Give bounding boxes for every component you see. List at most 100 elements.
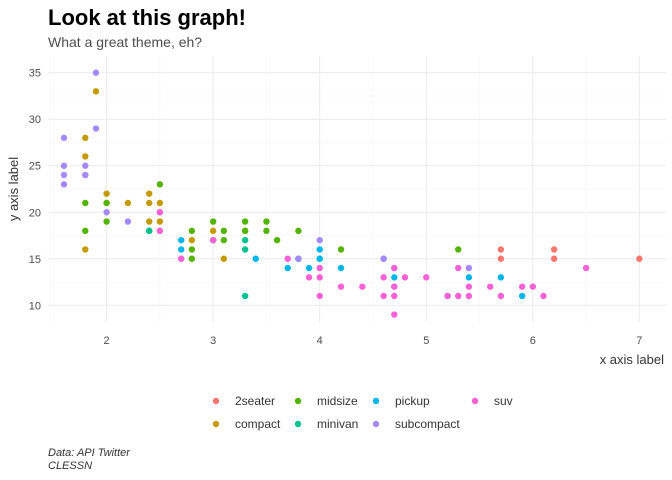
- legend-label-pickup: pickup: [395, 394, 430, 408]
- point-suv: [582, 264, 590, 272]
- point-compact: [156, 199, 164, 207]
- point-midsize: [295, 227, 302, 235]
- x-axis-label: x axis label: [600, 352, 664, 367]
- point-compact: [82, 246, 89, 253]
- chart-title: Look at this graph!: [48, 5, 246, 30]
- y-tick-labels: 10 15 20 25 30 35: [29, 68, 41, 313]
- point-subcompact: [92, 125, 100, 132]
- point-subcompact: [60, 181, 68, 188]
- point-pickup: [284, 264, 291, 272]
- point-suv: [518, 283, 526, 290]
- point-suv: [391, 292, 398, 300]
- point-midsize: [455, 246, 462, 253]
- point-suv: [156, 209, 164, 216]
- point-suv: [455, 264, 462, 272]
- point-suv: [529, 283, 537, 290]
- point-suv: [316, 274, 323, 281]
- caption-org: CLESSN: [48, 460, 93, 472]
- point-2seater: [636, 255, 643, 262]
- point-suv: [465, 283, 473, 290]
- point-midsize: [241, 227, 249, 235]
- x-tick-label: 2: [104, 335, 110, 347]
- chart-subtitle: What a great theme, eh?: [48, 34, 203, 50]
- point-subcompact: [82, 162, 89, 169]
- legend-key-2seater: [212, 397, 220, 405]
- point-compact: [103, 190, 110, 197]
- point-midsize: [337, 246, 345, 253]
- point-subcompact: [82, 171, 89, 179]
- point-pickup: [465, 274, 473, 281]
- point-suv: [497, 292, 505, 300]
- point-midsize: [209, 218, 217, 225]
- point-subcompact: [103, 209, 110, 216]
- point-subcompact: [92, 69, 100, 76]
- point-pickup: [305, 264, 313, 272]
- point-subcompact: [295, 255, 302, 262]
- point-suv: [486, 283, 494, 290]
- point-pickup: [391, 274, 398, 281]
- point-midsize: [188, 246, 196, 253]
- point-suv: [359, 283, 366, 290]
- point-midsize: [103, 218, 110, 225]
- point-pickup: [177, 236, 185, 244]
- point-minivan: [241, 292, 249, 300]
- legend-label-minivan: minivan: [317, 417, 358, 431]
- point-suv: [540, 292, 547, 300]
- y-tick-label: 35: [29, 68, 41, 80]
- point-suv: [391, 311, 398, 318]
- point-suv: [156, 227, 164, 235]
- legend-label-2seater: 2seater: [235, 394, 275, 408]
- point-compact: [156, 218, 164, 225]
- point-midsize: [241, 218, 249, 225]
- point-subcompact: [316, 236, 323, 244]
- grid-lines: [48, 56, 666, 322]
- point-midsize: [82, 227, 89, 235]
- point-suv: [209, 236, 217, 244]
- caption-source: Data: API Twitter: [48, 447, 130, 459]
- point-suv: [465, 292, 473, 300]
- legend-key-minivan: [294, 420, 302, 428]
- point-compact: [82, 134, 89, 142]
- point-midsize: [103, 199, 110, 207]
- legend-key-midsize: [294, 397, 302, 405]
- point-midsize: [220, 236, 228, 244]
- x-tick-labels: 2 3 4 5 6 7: [104, 335, 643, 347]
- point-suv: [401, 274, 409, 281]
- legend-label-subcompact: subcompact: [395, 417, 460, 431]
- point-subcompact: [124, 218, 132, 225]
- point-minivan: [241, 236, 249, 244]
- x-tick-label: 4: [317, 335, 323, 347]
- point-2seater: [497, 246, 505, 253]
- legend-key-pickup: [372, 397, 380, 405]
- point-suv: [455, 292, 462, 300]
- y-axis-label: y axis label: [6, 157, 21, 221]
- point-subcompact: [60, 162, 68, 169]
- point-suv: [337, 283, 345, 290]
- point-compact: [146, 190, 153, 197]
- legend-key-compact: [212, 420, 220, 428]
- point-compact: [146, 218, 153, 225]
- point-suv: [177, 255, 185, 262]
- point-midsize: [82, 199, 89, 207]
- point-midsize: [188, 255, 196, 262]
- y-tick-label: 30: [29, 114, 41, 126]
- y-tick-label: 20: [29, 207, 41, 219]
- point-compact: [146, 199, 153, 207]
- x-tick-label: 7: [636, 335, 642, 347]
- point-compact: [92, 88, 100, 95]
- point-suv: [305, 274, 313, 281]
- point-suv: [391, 283, 398, 290]
- legend-label-compact: compact: [235, 417, 281, 431]
- point-suv: [391, 264, 398, 272]
- point-suv: [316, 292, 323, 300]
- point-2seater: [550, 246, 558, 253]
- point-midsize: [273, 236, 281, 244]
- point-2seater: [550, 255, 558, 262]
- y-tick-label: 25: [29, 161, 41, 173]
- legend-key-subcompact: [372, 420, 380, 428]
- point-pickup: [177, 246, 185, 253]
- point-midsize: [188, 227, 196, 235]
- point-midsize: [263, 227, 270, 235]
- point-pickup: [252, 255, 259, 262]
